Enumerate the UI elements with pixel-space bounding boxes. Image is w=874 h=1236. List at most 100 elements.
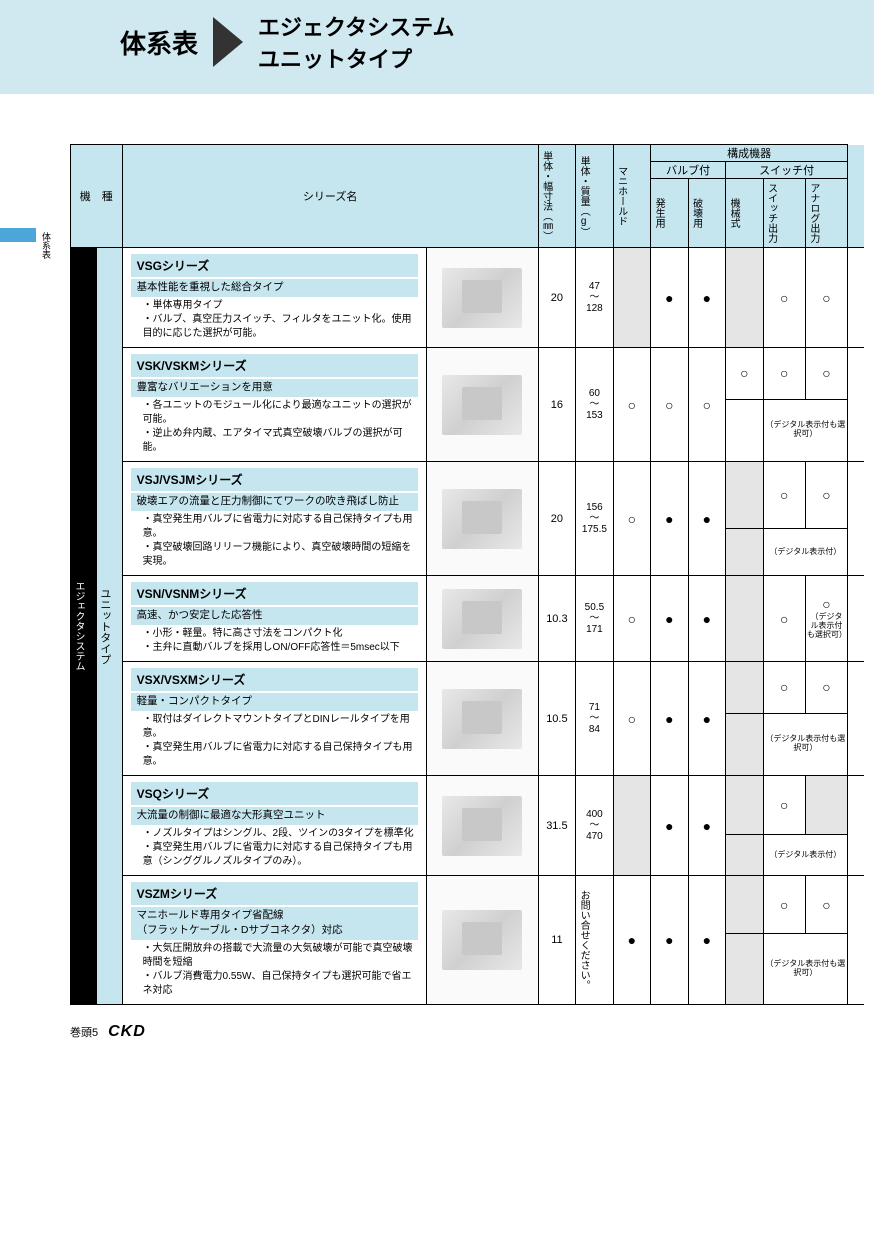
note-cell: （デジタル表示付） bbox=[763, 529, 847, 576]
page-header: 体系表 エジェクタシステム ユニットタイプ bbox=[0, 0, 874, 94]
col-type: 機 種 bbox=[71, 145, 123, 248]
series-sub: 軽量・コンパクトタイプ bbox=[131, 693, 419, 711]
series-cell: VSX/VSXMシリーズ軽量・コンパクトタイプ・取付はダイレクトマウントタイプと… bbox=[122, 662, 427, 776]
series-sub: 大流量の制御に最適な大形真空ユニット bbox=[131, 807, 419, 825]
marker-cell bbox=[726, 776, 764, 835]
series-cell: VSJ/VSJMシリーズ破壊エアの流量と圧力制御にてワークの吹き飛ばし防止・真空… bbox=[122, 462, 427, 576]
series-sub: 高速、かつ安定した応答性 bbox=[131, 607, 419, 625]
marker-cell: ● bbox=[688, 248, 726, 348]
series-cell: VSZMシリーズマニホールド専用タイプ省配線（フラットケーブル・Dサブコネクタ）… bbox=[122, 876, 427, 1005]
series-desc: ・ノズルタイプはシングル、2段、ツインの3タイプを標準化・真空発生用バルブに省電… bbox=[131, 827, 419, 869]
marker-cell: ● bbox=[688, 576, 726, 662]
product-image bbox=[427, 462, 538, 576]
marker-cell: ○ bbox=[805, 662, 847, 714]
marker-cell: ○ bbox=[763, 876, 805, 934]
product-image bbox=[427, 576, 538, 662]
series-desc: ・単体専用タイプ・バルブ、真空圧力スイッチ、フィルタをユニット化。使用目的に応じ… bbox=[131, 299, 419, 341]
marker-cell bbox=[726, 248, 764, 348]
series-cell: VSK/VSKMシリーズ豊富なバリエーションを用意・各ユニットのモジュール化によ… bbox=[122, 348, 427, 462]
table-row: VSZMシリーズマニホールド専用タイプ省配線（フラットケーブル・Dサブコネクタ）… bbox=[71, 876, 865, 934]
marker-cell bbox=[613, 776, 651, 876]
series-desc: ・小形・軽量。特に高さ寸法をコンパクト化・主弁に直動バルブを採用しON/OFF応… bbox=[131, 627, 419, 655]
col-analog: アナログ出力 bbox=[806, 179, 821, 247]
marker-cell: ○ bbox=[651, 348, 689, 462]
marker-cell: ● bbox=[688, 876, 726, 1005]
series-cell: VSN/VSNMシリーズ高速、かつ安定した応答性・小形・軽量。特に高さ寸法をコン… bbox=[122, 576, 427, 662]
marker-cell: ○ bbox=[763, 776, 805, 835]
weight-cell: 50.5〜171 bbox=[576, 576, 614, 662]
col-gen: 発生用 bbox=[651, 194, 666, 232]
series-sub: 豊富なバリエーションを用意 bbox=[131, 379, 419, 397]
series-desc: ・各ユニットのモジュール化により最適なユニットの選択が可能。・逆止め弁内蔵、エア… bbox=[131, 399, 419, 455]
marker-cell: ● bbox=[651, 576, 689, 662]
width-cell: 11 bbox=[538, 876, 576, 1005]
series-name: VSX/VSXMシリーズ bbox=[131, 668, 419, 691]
series-name: VSJ/VSJMシリーズ bbox=[131, 468, 419, 491]
series-name: VSQシリーズ bbox=[131, 782, 419, 805]
width-cell: 20 bbox=[538, 462, 576, 576]
table-row: VSQシリーズ大流量の制御に最適な大形真空ユニット・ノズルタイプはシングル、2段… bbox=[71, 776, 865, 835]
side-tab-label: 体系表 bbox=[38, 230, 55, 261]
series-sub: 基本性能を重視した総合タイプ bbox=[131, 279, 419, 297]
table-row: VSK/VSKMシリーズ豊富なバリエーションを用意・各ユニットのモジュール化によ… bbox=[71, 348, 865, 400]
note-cell: （デジタル表示付も選択可） bbox=[763, 713, 847, 775]
marker-cell: ○ bbox=[805, 876, 847, 934]
weight-cell: 156〜175.5 bbox=[576, 462, 614, 576]
col-break: 破壊用 bbox=[689, 194, 704, 232]
weight-cell: 47〜128 bbox=[576, 248, 614, 348]
weight-cell: 71〜84 bbox=[576, 662, 614, 776]
col-mech: 機械式 bbox=[726, 194, 741, 232]
table-body: エジェクタシステムユニットタイプVSGシリーズ基本性能を重視した総合タイプ・単体… bbox=[71, 248, 865, 1005]
width-cell: 10.5 bbox=[538, 662, 576, 776]
marker-cell: ○ bbox=[763, 348, 805, 400]
product-image bbox=[427, 662, 538, 776]
product-image bbox=[427, 776, 538, 876]
marker-cell: ○ bbox=[763, 662, 805, 714]
series-sub: 破壊エアの流量と圧力制御にてワークの吹き飛ばし防止 bbox=[131, 493, 419, 511]
marker-cell: ○ bbox=[805, 462, 847, 529]
marker-cell: ● bbox=[688, 462, 726, 576]
marker-cell: ○ bbox=[613, 576, 651, 662]
note-cell: （デジタル表示付） bbox=[763, 835, 847, 876]
table-row: VSJ/VSJMシリーズ破壊エアの流量と圧力制御にてワークの吹き飛ばし防止・真空… bbox=[71, 462, 865, 529]
col-switch: スイッチ付 bbox=[726, 162, 848, 179]
marker-cell: ○（デジタル表示付も選択可） bbox=[805, 576, 847, 662]
arrow-icon bbox=[213, 17, 243, 67]
main-content: 機 種 シリーズ名 単体・幅寸法（㎜） 単体・質量（g） マニホールド 構成機器… bbox=[0, 94, 874, 1015]
marker-cell: ○ bbox=[805, 348, 847, 400]
marker-cell: ● bbox=[651, 662, 689, 776]
product-image bbox=[427, 876, 538, 1005]
header-title: エジェクタシステム ユニットタイプ bbox=[258, 10, 454, 74]
marker-cell bbox=[726, 462, 764, 529]
page-number: 巻頭5 bbox=[70, 1024, 98, 1040]
series-desc: ・取付はダイレクトマウントタイプとDINレールタイプを用意。・真空発生用バルブに… bbox=[131, 713, 419, 769]
series-name: VSN/VSNMシリーズ bbox=[131, 582, 419, 605]
marker-cell: ○ bbox=[613, 462, 651, 576]
marker-cell: ● bbox=[688, 662, 726, 776]
marker-cell: ○ bbox=[763, 248, 805, 348]
width-cell: 31.5 bbox=[538, 776, 576, 876]
marker-cell: ○ bbox=[763, 576, 805, 662]
col-series: シリーズ名 bbox=[122, 145, 538, 248]
header-label: 体系表 bbox=[120, 24, 198, 61]
weight-cell: お問い合せください。 bbox=[576, 876, 614, 1005]
marker-cell bbox=[726, 662, 764, 714]
width-cell: 16 bbox=[538, 348, 576, 462]
marker-cell: ○ bbox=[805, 248, 847, 348]
weight-cell: 60〜153 bbox=[576, 348, 614, 462]
side-accent bbox=[0, 228, 36, 242]
series-name: VSK/VSKMシリーズ bbox=[131, 354, 419, 377]
marker-cell: ○ bbox=[688, 348, 726, 462]
col-width: 単体・幅寸法（㎜） bbox=[539, 147, 554, 245]
marker-cell bbox=[613, 248, 651, 348]
note-cell: （デジタル表示付も選択可） bbox=[763, 934, 847, 1005]
col-swout: スイッチ出力 bbox=[764, 179, 779, 247]
product-image bbox=[427, 348, 538, 462]
series-name: VSGシリーズ bbox=[131, 254, 419, 277]
brand-logo: CKD bbox=[108, 1023, 146, 1041]
series-cell: VSQシリーズ大流量の制御に最適な大形真空ユニット・ノズルタイプはシングル、2段… bbox=[122, 776, 427, 876]
series-name: VSZMシリーズ bbox=[131, 882, 419, 905]
table-row: VSX/VSXMシリーズ軽量・コンパクトタイプ・取付はダイレクトマウントタイプと… bbox=[71, 662, 865, 714]
marker-cell: ○ bbox=[613, 662, 651, 776]
note-cell: （デジタル表示付も選択可） bbox=[763, 399, 847, 461]
